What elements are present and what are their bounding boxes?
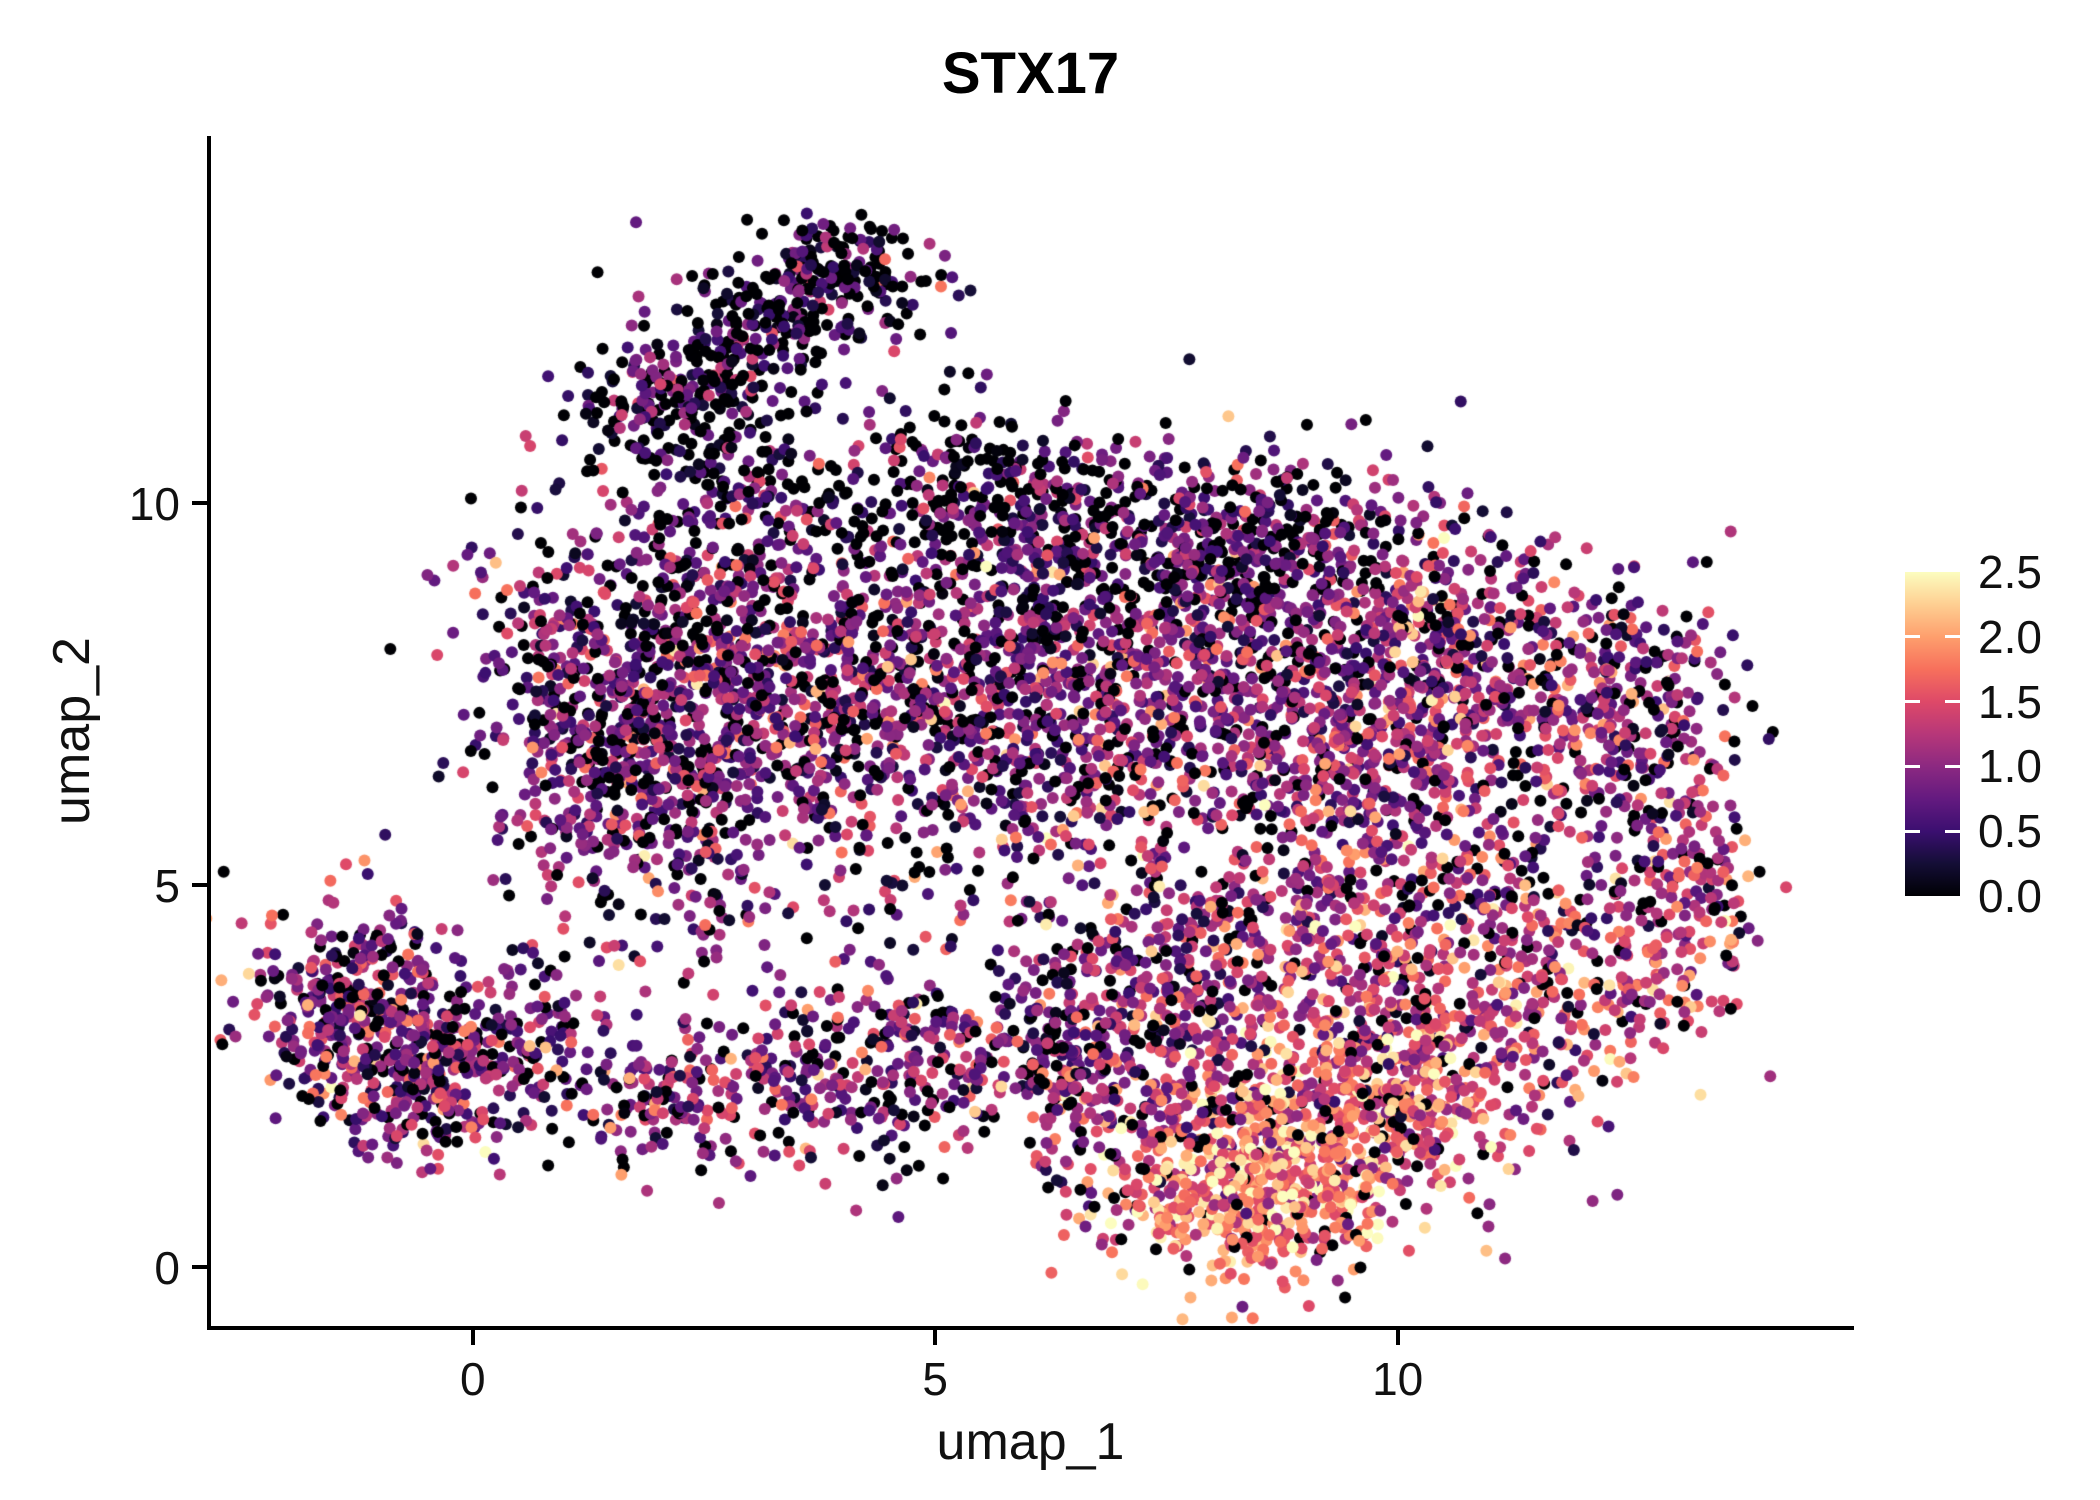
y-tick-mark bbox=[192, 500, 207, 505]
colorbar-white-tick bbox=[1945, 829, 1960, 833]
colorbar-tick-label: 2.0 bbox=[1978, 610, 2042, 663]
x-axis-line bbox=[207, 1326, 1854, 1330]
colorbar-tick-label: 0.5 bbox=[1978, 805, 2042, 858]
chart-title: STX17 bbox=[941, 41, 1120, 106]
colorbar-gradient bbox=[1905, 572, 1960, 896]
y-tick-label: 0 bbox=[154, 1242, 180, 1295]
colorbar-tick-label: 0.0 bbox=[1978, 870, 2042, 922]
colorbar-tick-label: 2.5 bbox=[1978, 546, 2042, 598]
y-tick-mark bbox=[192, 883, 207, 887]
colorbar-white-tick bbox=[1905, 829, 1920, 833]
umap-scatter-canvas bbox=[211, 136, 1850, 1326]
y-axis-line bbox=[207, 136, 211, 1330]
colorbar-tick-label: 1.0 bbox=[1978, 740, 2042, 793]
y-axis-label: umap_2 bbox=[43, 637, 101, 825]
x-tick-label: 0 bbox=[459, 1353, 486, 1405]
y-tick-label: 5 bbox=[154, 860, 180, 912]
x-tick-mark bbox=[1395, 1330, 1400, 1345]
colorbar-white-tick bbox=[1945, 635, 1960, 639]
colorbar-tick-label: 1.5 bbox=[1978, 675, 2042, 728]
x-axis-label: umap_1 bbox=[936, 1413, 1125, 1471]
y-tick-mark bbox=[192, 1265, 207, 1270]
y-tick-label: 10 bbox=[128, 477, 180, 530]
x-tick-label: 5 bbox=[922, 1353, 949, 1405]
x-tick-label: 10 bbox=[1372, 1353, 1424, 1405]
colorbar-white-tick bbox=[1905, 700, 1920, 704]
colorbar-white-tick bbox=[1905, 635, 1920, 639]
colorbar-white-tick bbox=[1945, 700, 1960, 704]
colorbar-white-tick bbox=[1905, 764, 1920, 768]
x-tick-mark bbox=[933, 1330, 938, 1345]
x-tick-mark bbox=[470, 1330, 475, 1345]
colorbar-white-tick bbox=[1945, 764, 1960, 768]
